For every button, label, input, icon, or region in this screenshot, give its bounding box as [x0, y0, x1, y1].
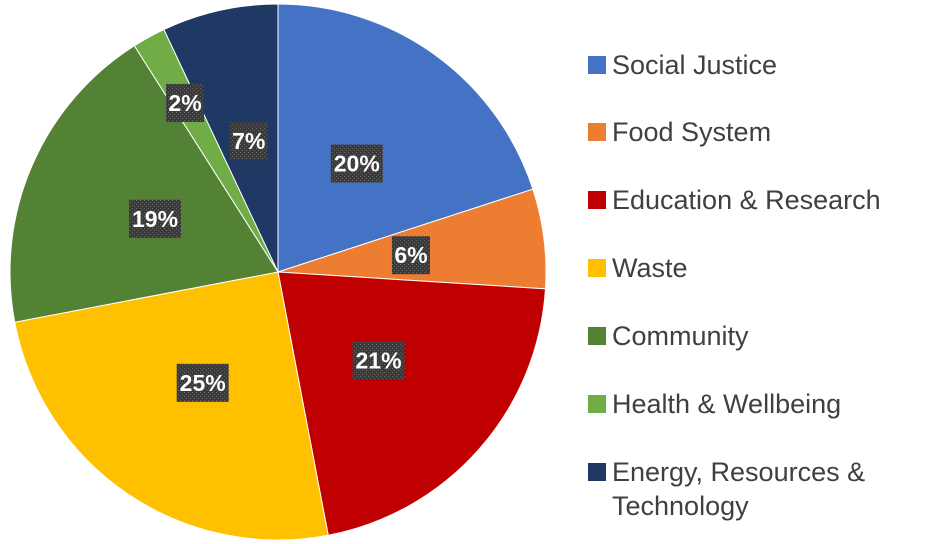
data-label: 2% [168, 90, 201, 116]
legend-item: Community [588, 319, 912, 353]
legend-item: Health & Wellbeing [588, 387, 912, 421]
legend-swatch [588, 123, 606, 141]
legend-label: Energy, Resources & Technology [612, 457, 866, 521]
legend-item: Energy, Resources & Technology [588, 455, 912, 523]
legend-swatch [588, 259, 606, 277]
legend-label: Food System [612, 117, 772, 147]
data-label: 25% [180, 370, 226, 396]
legend-label: Education & Research [612, 185, 881, 215]
pie-slice [9, 45, 279, 323]
data-label-box [330, 144, 383, 183]
data-label: 20% [334, 151, 380, 177]
data-label-box [166, 83, 205, 122]
legend-label: Community [612, 321, 749, 351]
data-label: 6% [394, 242, 427, 268]
data-label: 21% [355, 348, 401, 374]
pie-slice [14, 271, 329, 541]
data-label-box [391, 236, 430, 275]
data-label-box [352, 341, 405, 380]
pie-slice [277, 271, 547, 536]
legend-label: Social Justice [612, 50, 778, 80]
data-label: 7% [232, 128, 265, 154]
data-label-box [129, 199, 182, 238]
legend-item: Education & Research [588, 183, 912, 217]
legend-swatch [588, 56, 606, 74]
legend-swatch [588, 395, 606, 413]
legend-swatch [588, 191, 606, 209]
data-label: 19% [132, 206, 178, 232]
pie-slice [163, 3, 279, 273]
data-label-box [176, 363, 229, 402]
legend-item: Waste [588, 251, 912, 285]
legend-item: Food System [588, 115, 912, 149]
pie-slice [277, 3, 534, 273]
data-label-box [229, 122, 268, 161]
legend-item: Social Justice [588, 48, 912, 82]
legend-label: Health & Wellbeing [612, 389, 842, 419]
legend-label: Waste [612, 253, 688, 283]
legend-swatch [588, 463, 606, 481]
legend-swatch [588, 327, 606, 345]
